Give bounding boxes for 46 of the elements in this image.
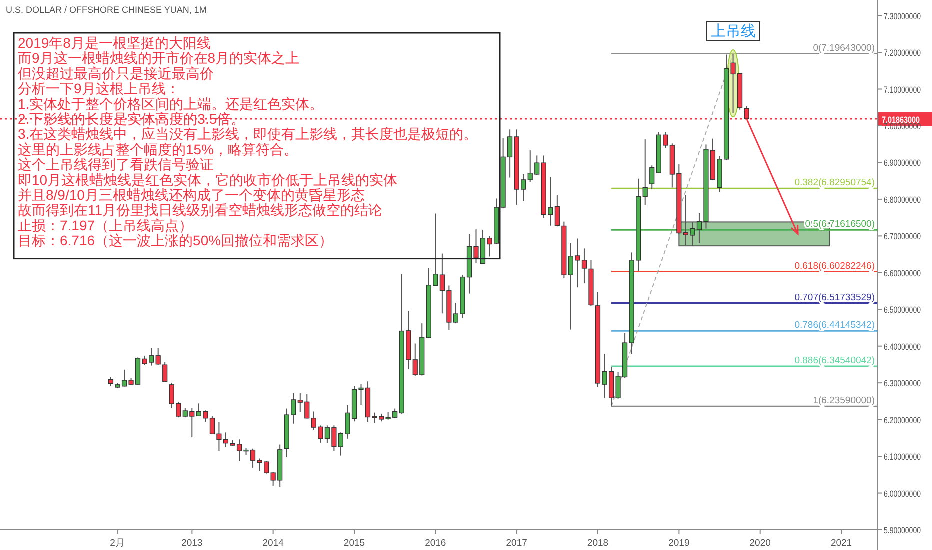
- ref-line-label: 0(7.19643000): [813, 42, 875, 54]
- ref-line-label: 0.382(6.82950754): [794, 178, 875, 189]
- annotation: 1.实体处于整个价格区间的上端。还是红色实体。: [18, 96, 324, 112]
- ref-line-label: 0.786(6.44145342): [794, 320, 875, 332]
- annotation: 但没超过最高价只是接近最高价: [18, 65, 214, 82]
- annotation: 这个上吊线得到了看跌信号验证: [18, 156, 214, 173]
- x-tick-label: 2017: [506, 538, 528, 549]
- x-tick-label: 2021: [830, 538, 852, 549]
- x-tick-label: 2016: [425, 538, 446, 549]
- x-tick-label: 2019: [668, 538, 690, 549]
- y-tick-label: 6.00000000: [884, 488, 932, 499]
- annotation: 上吊线: [710, 22, 756, 40]
- annotation: 止损：7.197（上吊线高点）: [18, 217, 194, 234]
- annotation: 目标：6.716（这一波上涨的50%回撤位和需求区）: [18, 232, 334, 249]
- annotation: 这里的上影线占整个幅度的15%，略算符合。: [18, 141, 298, 158]
- annotation: 2019年8月是一根坚挺的大阳线: [18, 35, 211, 51]
- annotation: 故而得到在11月份里找日线级别看空蜡烛线形态做空的结论: [18, 202, 383, 218]
- text: U.S. DOLLAR / OFFSHORE CHINESE YUAN, 1M: [6, 5, 207, 15]
- y-tick-label: 6.10000000: [884, 452, 932, 462]
- x-tick-label: 2013: [182, 538, 203, 549]
- y-tick-label: 7.20000000: [884, 48, 932, 58]
- x-tick-label: 2月: [110, 538, 126, 549]
- y-tick-label: 6.40000000: [884, 342, 932, 352]
- ref-line-label: 0.886(6.34540042): [794, 355, 875, 366]
- annotation: 3.在这类蜡烛线中，应当没有上影线，即使有上影线，其长度也是极短的。: [18, 126, 478, 142]
- annotation: 而9月这一根蜡烛线的开市价在8月的实体之上: [18, 50, 300, 66]
- y-tick-label: 6.20000000: [884, 415, 932, 426]
- annotation: 并且8/9/10月三根蜡烛线还构成了一个变体的黄昏星形态: [18, 187, 365, 203]
- y-tick-label: 5.90000000: [884, 526, 932, 536]
- x-tick-label: 2018: [587, 538, 609, 549]
- annotation: 即10月这根蜡烛线是红色实体，它的收市价低于上吊线的实体: [18, 172, 398, 188]
- ref-line-label: 0.707(6.51733529): [794, 292, 875, 304]
- annotation: 分析一下9月这根上吊线：: [18, 80, 180, 97]
- x-tick-label: 2015: [344, 538, 366, 549]
- y-tick-label: 6.60000000: [884, 268, 932, 278]
- y-tick-label: 7.10000000: [884, 84, 932, 95]
- y-tick-label: 7.30000000: [884, 11, 932, 22]
- y-tick-label: 6.50000000: [884, 305, 932, 316]
- x-tick-label: 2014: [262, 538, 284, 549]
- y-tick-label: 6.70000000: [884, 232, 932, 242]
- y-tick-label: 6.80000000: [884, 194, 932, 205]
- x-tick-label: 2020: [750, 538, 771, 549]
- y-tick-label: 6.90000000: [884, 158, 932, 168]
- ref-line-label: 0.618(6.60282246): [794, 260, 875, 272]
- ref-line-label: 1(6.23590000): [813, 396, 875, 407]
- y-tick-label: 6.30000000: [884, 378, 932, 389]
